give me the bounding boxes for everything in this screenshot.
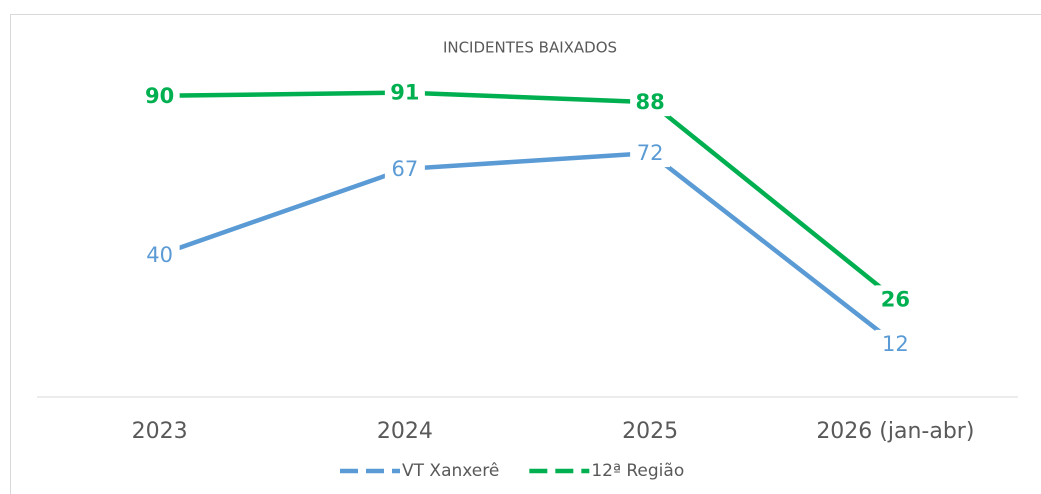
data-label-group: 88 [630, 88, 671, 117]
data-label: 40 [146, 243, 173, 267]
series-line [157, 150, 898, 347]
x-tick-label: 2024 [377, 419, 433, 444]
data-label-group: 90 [139, 81, 180, 110]
x-tick-label: 2023 [132, 419, 188, 444]
data-label-group: 72 [630, 139, 671, 168]
data-label-group: 67 [384, 154, 425, 183]
data-label-bg [139, 81, 180, 110]
legend-label: 12ª Região [591, 461, 684, 481]
data-label: 72 [637, 141, 664, 165]
data-label-bg [630, 88, 671, 117]
data-label-bg [875, 329, 916, 358]
legend-label: VT Xanxerê [402, 461, 499, 481]
data-label-group: 91 [384, 78, 425, 107]
data-label: 67 [392, 157, 419, 181]
data-label-bg [630, 139, 671, 168]
data-label-bg [384, 78, 425, 107]
data-label-group: 12 [875, 329, 916, 358]
data-label-bg [875, 285, 916, 314]
x-tick-label: 2026 (jan-abr) [816, 419, 974, 444]
data-label-group: 26 [875, 285, 916, 314]
data-label: 26 [881, 287, 910, 311]
series-line [157, 90, 898, 302]
data-label: 90 [145, 84, 174, 108]
data-label: 88 [636, 90, 665, 114]
data-label: 12 [882, 332, 909, 356]
data-label-bg [139, 240, 180, 269]
x-tick-label: 2025 [622, 419, 678, 444]
data-label-bg [384, 154, 425, 183]
data-label-group: 40 [139, 240, 180, 269]
chart-title: INCIDENTES BAIXADOS [443, 39, 617, 57]
data-label: 91 [390, 81, 419, 105]
